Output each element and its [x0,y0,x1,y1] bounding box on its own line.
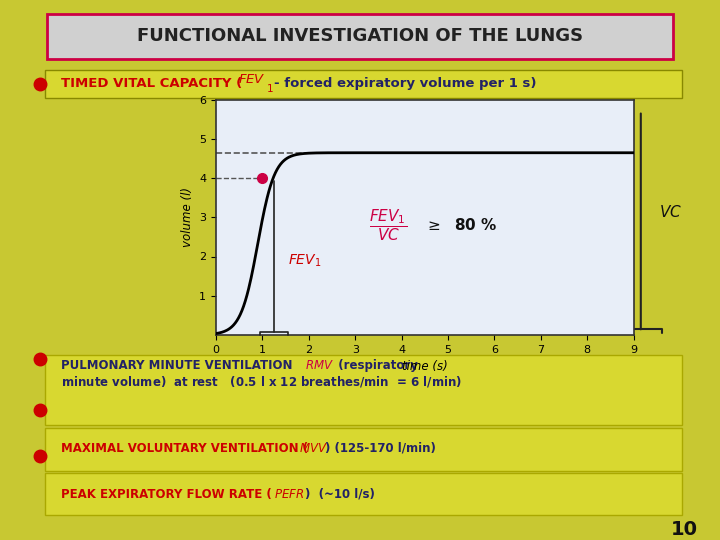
Text: TIMED VITAL CAPACITY (: TIMED VITAL CAPACITY ( [61,77,243,90]
Text: $\it{MVV}$: $\it{MVV}$ [299,442,328,455]
FancyBboxPatch shape [45,472,682,515]
Text: PULMONARY MINUTE VENTILATION: PULMONARY MINUTE VENTILATION [61,359,305,372]
Text: $\it{PEFR}$: $\it{PEFR}$ [274,488,304,501]
Text: 10: 10 [670,519,698,539]
Text: MAXIMAL VOLUNTARY VENTILATION (: MAXIMAL VOLUNTARY VENTILATION ( [61,442,308,455]
Text: $\it{FEV}$: $\it{FEV}$ [238,73,266,86]
Y-axis label: volume (l): volume (l) [181,187,194,247]
FancyBboxPatch shape [47,14,673,59]
Text: $\it{FEV_1}$: $\it{FEV_1}$ [288,252,321,268]
Text: $\it{RMV}$: $\it{RMV}$ [305,359,333,372]
Text: PEAK EXPIRATORY FLOW RATE (: PEAK EXPIRATORY FLOW RATE ( [61,488,272,501]
FancyBboxPatch shape [45,428,682,471]
Text: $\it{1}$: $\it{1}$ [266,82,274,94]
Text: (respiratory: (respiratory [330,359,418,372]
Text: FUNCTIONAL INVESTIGATION OF THE LUNGS: FUNCTIONAL INVESTIGATION OF THE LUNGS [137,27,583,45]
X-axis label: time (s): time (s) [402,360,448,373]
Text: $\bf{m}$$\bf{inute}$ $\bf{v}$$\bf{olume)}$  at rest   (0.5 l x 12 breathes/min  : $\bf{m}$$\bf{inute}$ $\bf{v}$$\bf{olume)… [61,374,462,389]
Text: ) (125-170 l/min): ) (125-170 l/min) [325,442,436,455]
Text: $\geq$  80 %: $\geq$ 80 % [425,217,498,233]
Text: $\it{VC}$: $\it{VC}$ [659,204,682,220]
Text: - forced expiratory volume per 1 s): - forced expiratory volume per 1 s) [274,77,536,90]
FancyBboxPatch shape [45,70,682,98]
Text: $\dfrac{FEV_1}{VC}$: $\dfrac{FEV_1}{VC}$ [369,207,408,243]
FancyBboxPatch shape [45,355,682,425]
Text: )  (~10 l/s): ) (~10 l/s) [305,488,374,501]
